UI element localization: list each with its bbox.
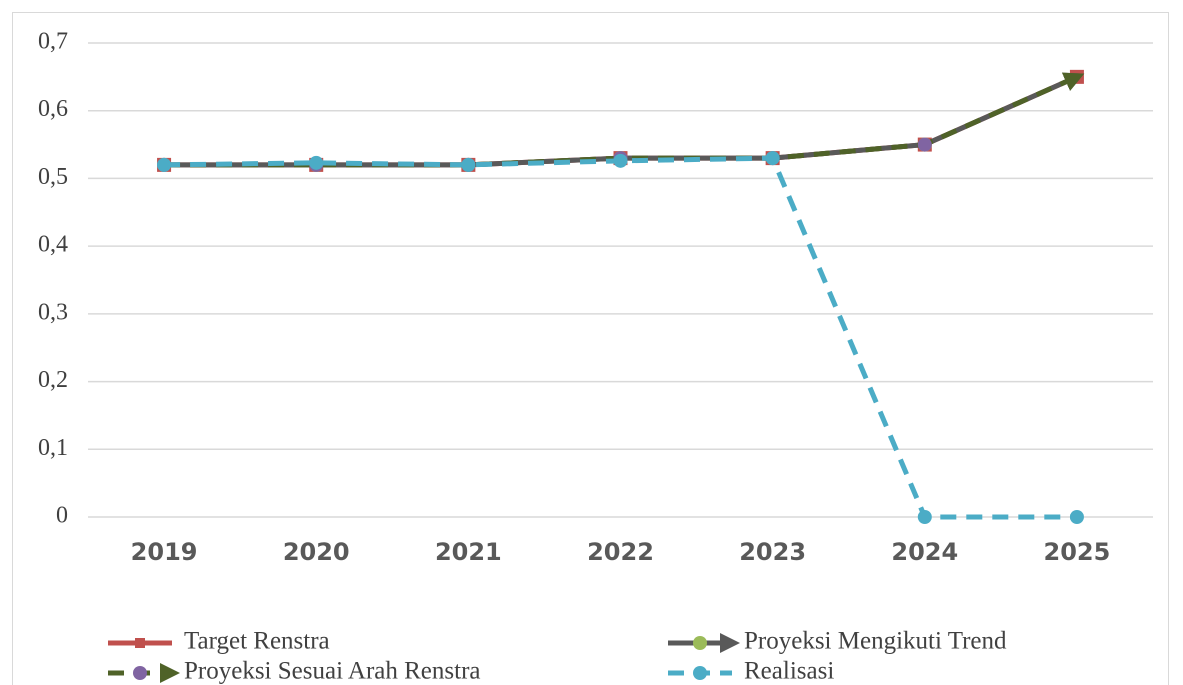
y-tick-label: 0,1 bbox=[38, 435, 68, 461]
data-point bbox=[765, 151, 780, 166]
x-tick-label: 2021 bbox=[435, 538, 502, 566]
x-tick-label: 2025 bbox=[1044, 538, 1111, 566]
legend-marker bbox=[133, 666, 147, 680]
legend-label: Realisasi bbox=[744, 658, 834, 685]
y-tick-label: 0,3 bbox=[38, 299, 68, 325]
data-point bbox=[613, 153, 628, 168]
y-tick-label: 0,5 bbox=[38, 164, 68, 190]
x-tick-label: 2024 bbox=[891, 538, 958, 566]
legend-label: Proyeksi Sesuai Arah Renstra bbox=[184, 658, 480, 685]
y-tick-label: 0,2 bbox=[38, 367, 68, 393]
data-point bbox=[157, 157, 172, 172]
data-point bbox=[917, 510, 932, 524]
legend-label: Target Renstra bbox=[184, 628, 330, 655]
y-tick-label: 0,4 bbox=[38, 232, 68, 258]
x-tick-label: 2020 bbox=[283, 538, 350, 566]
series-line bbox=[164, 155, 1077, 520]
chart-border bbox=[12, 12, 1169, 685]
x-tick-label: 2022 bbox=[587, 538, 654, 566]
legend-label: Proyeksi Mengikuti Trend bbox=[744, 628, 1007, 655]
y-tick-label: 0,7 bbox=[38, 29, 68, 55]
legend-marker bbox=[693, 636, 707, 650]
y-tick-label: 0,6 bbox=[38, 96, 68, 122]
x-tick-label: 2019 bbox=[131, 538, 198, 566]
legend-marker bbox=[693, 666, 707, 680]
data-point bbox=[461, 157, 476, 172]
y-tick-label: 0 bbox=[56, 503, 68, 529]
data-point bbox=[1069, 510, 1084, 524]
legend-marker bbox=[135, 638, 145, 648]
x-tick-label: 2023 bbox=[739, 538, 806, 566]
data-point bbox=[309, 155, 324, 170]
data-point bbox=[917, 137, 932, 152]
